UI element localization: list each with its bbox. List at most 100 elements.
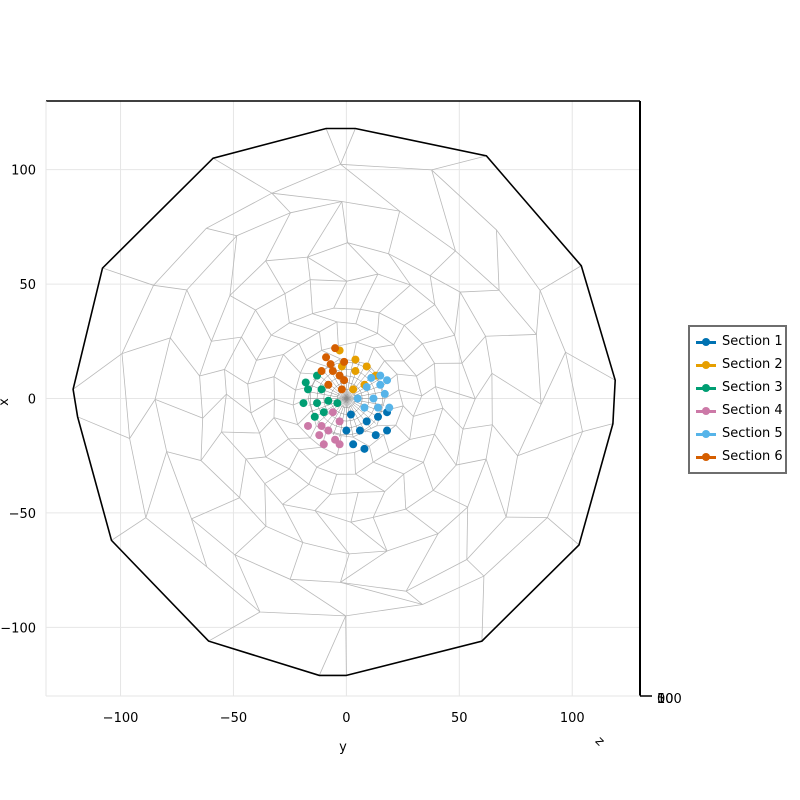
mesh-spoke xyxy=(271,192,342,202)
mesh-spoke xyxy=(389,451,424,463)
mesh-spoke xyxy=(264,483,267,527)
mesh-core-spoke xyxy=(310,384,347,399)
mesh-spoke xyxy=(169,337,200,377)
mesh-spoke xyxy=(191,518,208,567)
data-point xyxy=(340,357,349,366)
mesh-spoke xyxy=(355,473,385,492)
data-point xyxy=(328,408,337,417)
data-point xyxy=(374,403,383,412)
mesh-spoke xyxy=(265,438,289,458)
mesh-spoke xyxy=(309,279,313,314)
mesh-spoke xyxy=(350,521,388,552)
mesh-spoke xyxy=(376,424,396,427)
mesh-spoke xyxy=(234,554,261,613)
data-point xyxy=(349,385,358,394)
mesh-spoke xyxy=(186,289,212,342)
data-point xyxy=(351,367,360,376)
mesh-spoke xyxy=(373,344,394,349)
legend-label: Section 2 xyxy=(722,357,783,372)
data-point xyxy=(371,431,380,440)
x-tick-label: 100 xyxy=(560,711,585,726)
mesh-spoke xyxy=(433,489,468,508)
data-point xyxy=(335,371,344,380)
mesh-spoke xyxy=(212,157,273,194)
mesh-spoke xyxy=(402,405,414,417)
legend: Section 1 Section 2 Section 3 Section 4 Sect… xyxy=(688,325,787,474)
data-point xyxy=(299,399,308,408)
data-point xyxy=(319,440,328,449)
mesh-core-spoke xyxy=(321,368,347,399)
mesh-spoke xyxy=(274,398,294,406)
y-tick-labels: −100 −50 0 50 100 xyxy=(0,164,36,637)
data-point xyxy=(313,399,322,408)
data-point xyxy=(301,378,310,387)
x-tick-label: 50 xyxy=(451,711,468,726)
legend-item: Section 2 xyxy=(690,353,785,376)
x-tick-label: −100 xyxy=(103,711,139,726)
mesh-spoke xyxy=(435,386,476,400)
mesh-spoke xyxy=(466,559,485,577)
data-point xyxy=(303,421,312,430)
data-point xyxy=(351,355,360,364)
mesh-spoke xyxy=(297,409,313,425)
mesh-spoke xyxy=(485,334,537,337)
mesh-spoke xyxy=(259,417,275,434)
mesh-spoke xyxy=(565,351,616,381)
mesh-spoke xyxy=(454,292,461,336)
mesh-spoke xyxy=(355,309,361,324)
mesh-spoke xyxy=(265,212,291,262)
mesh-spoke xyxy=(288,449,300,470)
legend-label: Section 3 xyxy=(722,380,783,395)
data-point xyxy=(317,385,326,394)
mesh-spoke xyxy=(388,211,401,254)
legend-item: Section 3 xyxy=(690,376,785,399)
mesh-spoke xyxy=(250,398,275,414)
data-point xyxy=(374,412,383,421)
mesh-spoke xyxy=(336,321,339,346)
mesh-spoke xyxy=(307,256,348,282)
data-point xyxy=(346,410,355,419)
data-point xyxy=(367,373,376,382)
mesh-spoke xyxy=(224,369,248,385)
mesh-spoke xyxy=(329,474,337,495)
mesh-spoke xyxy=(121,337,171,354)
mesh-spoke xyxy=(431,155,487,171)
data-point xyxy=(360,403,369,412)
mesh-core-spoke xyxy=(326,398,347,433)
mesh-core-spoke xyxy=(346,398,376,424)
data-point xyxy=(322,353,331,362)
data-point xyxy=(362,362,371,371)
mesh-spoke xyxy=(273,376,296,391)
mesh-spoke xyxy=(403,473,407,510)
mesh-spoke xyxy=(191,497,240,520)
legend-label: Section 1 xyxy=(722,334,783,349)
mesh-spoke xyxy=(547,517,580,546)
legend-label: Section 6 xyxy=(722,449,783,464)
mesh-spoke xyxy=(340,581,423,605)
x-axis-label: y xyxy=(339,740,347,755)
mesh-spoke xyxy=(340,128,356,165)
mesh-spoke xyxy=(360,273,379,310)
mesh-spoke xyxy=(247,376,275,385)
mesh-spoke xyxy=(372,517,388,552)
mesh-spoke xyxy=(474,373,493,400)
mesh-spoke xyxy=(72,353,123,390)
mesh-spoke xyxy=(202,393,227,419)
mesh-spoke xyxy=(383,434,390,453)
mesh-spoke xyxy=(325,128,341,165)
mesh-spoke xyxy=(582,423,613,433)
data-point xyxy=(369,394,378,403)
data-point xyxy=(333,399,342,408)
mesh-spoke xyxy=(200,431,222,461)
mesh-spoke xyxy=(282,483,310,505)
mesh-spoke xyxy=(314,510,350,555)
mesh-spoke xyxy=(404,304,436,326)
mesh-spoke xyxy=(321,349,341,360)
data-point xyxy=(376,380,385,389)
mesh-spoke xyxy=(442,407,464,430)
mesh-spoke xyxy=(372,461,404,475)
mesh-spoke xyxy=(460,289,500,293)
mesh-spoke xyxy=(309,425,317,439)
y-tick-label: 100 xyxy=(11,164,36,179)
